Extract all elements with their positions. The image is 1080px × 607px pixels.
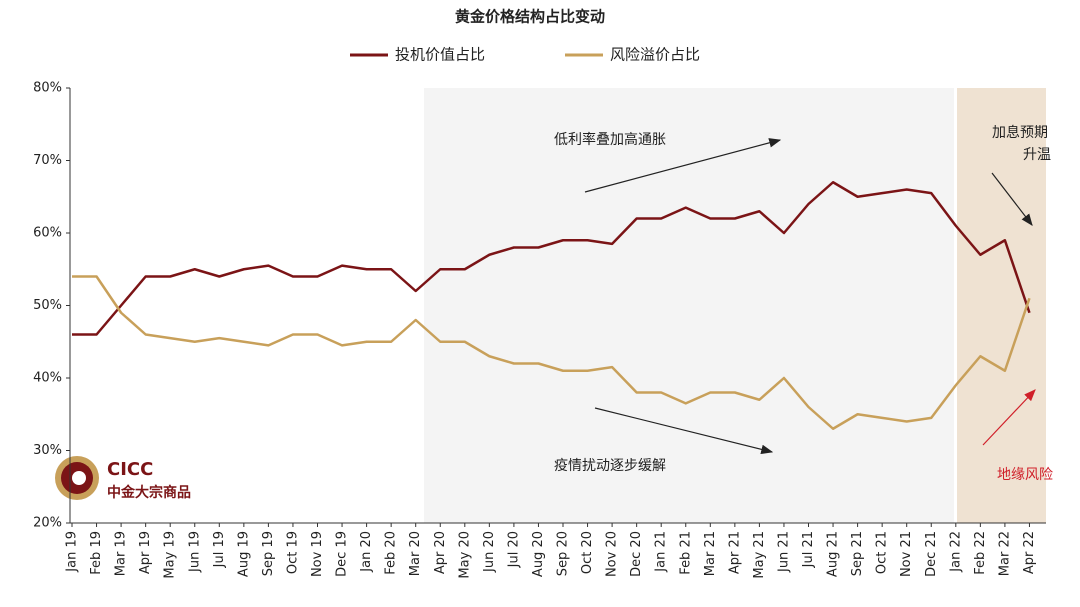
- x-tick-label: May 19: [163, 531, 178, 579]
- x-tick-label: Apr 19: [138, 531, 153, 574]
- arrow: [584, 138, 782, 193]
- x-tick-label: Mar 19: [114, 531, 129, 576]
- arrow: [594, 407, 774, 455]
- y-tick-label: 60%: [33, 226, 62, 241]
- x-tick-label: Jan 21: [654, 531, 669, 573]
- x-tick-label: May 20: [457, 531, 472, 579]
- x-tick-label: Dec 21: [924, 531, 939, 577]
- shade-region: [957, 88, 1046, 523]
- y-tick-label: 70%: [33, 153, 62, 168]
- y-tick-label: 80%: [33, 81, 62, 96]
- legend-label: 风险溢价占比: [610, 46, 700, 64]
- legend-label: 投机价值占比: [395, 46, 485, 64]
- y-tick-label: 20%: [33, 516, 62, 531]
- x-tick-label: Aug 20: [531, 531, 546, 577]
- x-tick-label: Oct 20: [580, 531, 595, 574]
- x-tick-label: Jun 20: [482, 531, 497, 573]
- y-tick-label: 50%: [33, 298, 62, 313]
- x-tick-label: Sep 20: [556, 531, 571, 576]
- x-tick-label: Jul 21: [801, 531, 816, 568]
- x-tick-label: Feb 21: [678, 531, 693, 575]
- x-tick-label: Feb 20: [384, 531, 399, 575]
- x-tick-label: Sep 21: [850, 531, 865, 576]
- series-line: [72, 275, 1031, 430]
- x-tick-label: Jan 19: [65, 531, 80, 573]
- arrow: [982, 389, 1036, 446]
- x-tick-label: Mar 20: [408, 531, 423, 576]
- x-tick-label: Nov 21: [899, 531, 914, 577]
- x-tick-label: Feb 19: [89, 531, 104, 575]
- series-line: [72, 181, 1031, 336]
- x-tick-label: Nov 20: [605, 531, 620, 577]
- x-tick-label: Dec 20: [629, 531, 644, 577]
- x-tick-label: Jul 20: [506, 531, 521, 568]
- x-tick-label: Aug 19: [236, 531, 251, 577]
- annotation: 地缘风险: [997, 467, 1053, 483]
- x-tick-label: Mar 22: [997, 531, 1012, 576]
- x-tick-label: Jan 22: [948, 531, 963, 573]
- x-tick-label: Mar 21: [703, 531, 718, 576]
- annotation: 升温: [1023, 147, 1051, 163]
- x-tick-label: Aug 21: [826, 531, 841, 577]
- y-tick-label: 30%: [33, 443, 62, 458]
- annotation: 加息预期: [992, 124, 1048, 141]
- x-tick-label: May 21: [752, 531, 767, 579]
- annotation: 疫情扰动逐步缓解: [554, 458, 666, 474]
- x-tick-label: Oct 21: [875, 531, 890, 574]
- x-tick-label: Oct 19: [285, 531, 300, 574]
- x-tick-label: Jul 19: [212, 531, 227, 568]
- logo: CICC 中金大宗商品: [55, 456, 191, 501]
- x-tick-label: Feb 22: [973, 531, 988, 575]
- chart-title: 黄金价格结构占比变动: [455, 8, 605, 26]
- x-tick-label: Apr 22: [1022, 531, 1037, 574]
- x-tick-label: Apr 21: [727, 531, 742, 574]
- y-tick-label: 40%: [33, 371, 62, 386]
- shade-region: [424, 88, 954, 523]
- x-tick-label: Nov 19: [310, 531, 325, 577]
- x-tick-label: Jan 20: [359, 531, 374, 573]
- annotation: 低利率叠加高通胀: [554, 131, 666, 148]
- x-tick-label: Apr 20: [433, 531, 448, 574]
- legend: 投机价值占比 风险溢价占比: [350, 46, 700, 64]
- x-tick-label: Sep 19: [261, 531, 276, 576]
- x-tick-label: Jun 21: [776, 531, 791, 573]
- logo-name: CICC: [107, 459, 153, 480]
- logo-subtitle: 中金大宗商品: [107, 484, 191, 501]
- x-tick-label: Jun 19: [187, 531, 202, 573]
- arrow: [991, 172, 1033, 226]
- x-tick-label: Dec 19: [335, 531, 350, 577]
